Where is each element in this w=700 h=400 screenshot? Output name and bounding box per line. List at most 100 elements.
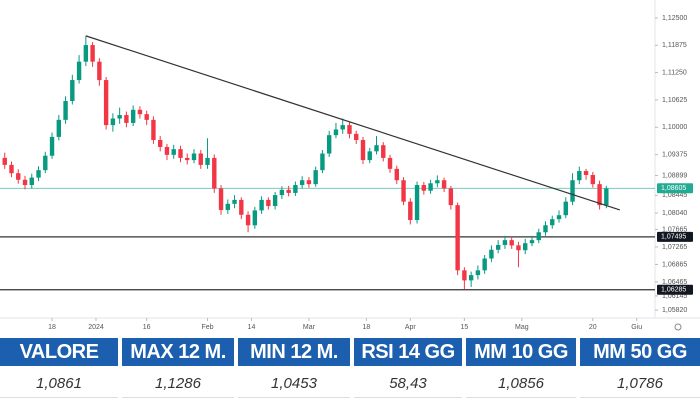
- y-tick-label: 1,09375: [662, 151, 687, 158]
- y-tick-label: 1,11250: [662, 69, 687, 76]
- candle-body: [468, 275, 474, 281]
- candle-body: [43, 155, 48, 171]
- x-tick-label: Mar: [303, 324, 316, 331]
- x-tick-label: 20: [589, 324, 597, 331]
- candle-body: [97, 61, 102, 81]
- header-cell: MAX 12 M.: [122, 338, 234, 366]
- header-cell: MM 10 GG: [466, 338, 576, 366]
- candle-body: [502, 240, 508, 245]
- candle-body: [408, 201, 413, 221]
- candle-body: [523, 243, 528, 251]
- y-tick-label: 1,06145: [662, 293, 687, 300]
- candle-body: [252, 210, 258, 226]
- candle-body: [374, 145, 379, 152]
- candle-body: [354, 133, 359, 140]
- candle-body: [529, 240, 535, 244]
- level-label: 1,06285: [661, 287, 686, 294]
- candle-body: [185, 157, 190, 161]
- header-cell: RSI 14 GG: [354, 338, 462, 366]
- candle-body: [293, 185, 298, 193]
- candle-body: [164, 146, 170, 155]
- candle-body: [178, 149, 183, 158]
- candle-body: [225, 203, 230, 210]
- candle-body: [158, 139, 163, 147]
- candle-body: [63, 101, 68, 120]
- candle-body: [56, 119, 62, 137]
- x-tick-label: Giu: [631, 324, 642, 331]
- candle-body: [110, 118, 116, 126]
- candle-body: [394, 168, 399, 181]
- candle-body: [2, 157, 7, 165]
- candle-body: [76, 61, 82, 81]
- value-cell: 1,0786: [580, 370, 700, 398]
- candle-body: [239, 199, 244, 215]
- candle-body: [83, 45, 89, 62]
- candle-body: [570, 180, 575, 202]
- last-price-label: 1,08605: [661, 185, 686, 192]
- candle-body: [590, 174, 596, 185]
- candle-body: [360, 139, 366, 161]
- stats-table: VALORE MAX 12 M. MIN 12 M. RSI 14 GG MM 10 G…: [0, 336, 700, 400]
- candle-body: [495, 244, 501, 250]
- candle-body: [387, 157, 393, 169]
- value-cell: 1,1286: [122, 370, 234, 398]
- candle-body: [550, 219, 555, 226]
- x-tick-label: 2024: [88, 324, 104, 331]
- last-price-tag: [657, 183, 693, 194]
- candle-body: [543, 225, 548, 233]
- y-tick-label: 1,12500: [662, 15, 687, 22]
- y-tick-label: 1,06865: [662, 261, 687, 268]
- candle-body: [455, 205, 460, 271]
- value-row: 1,0861 1,1286 1,0453 58,43 1,0856 1,0786: [0, 370, 700, 398]
- candle-body: [212, 157, 217, 189]
- candle-body: [313, 170, 318, 185]
- y-tick-label: 1,10625: [662, 97, 687, 104]
- candle-body: [29, 177, 34, 186]
- candle-body: [482, 258, 487, 271]
- candle-body: [286, 189, 291, 193]
- level-tag: [657, 231, 693, 242]
- candle-body: [577, 171, 582, 181]
- y-tick-label: 1,11875: [662, 42, 687, 49]
- candle-body: [16, 173, 21, 180]
- candle-body: [597, 184, 602, 206]
- candle-body: [347, 125, 352, 134]
- candle-body: [124, 115, 129, 123]
- candle-body: [151, 119, 156, 140]
- candle-body: [279, 189, 285, 196]
- candle-body: [22, 179, 28, 186]
- value-cell: 58,43: [354, 370, 462, 398]
- candle-body: [205, 157, 210, 165]
- candle-body: [9, 164, 14, 174]
- level-label: 1,07495: [661, 234, 686, 241]
- candle-body: [441, 180, 447, 189]
- candle-body: [401, 180, 406, 202]
- candle-body: [340, 125, 345, 130]
- candle-body: [421, 185, 427, 191]
- y-tick-label: 1,08899: [662, 172, 687, 179]
- candle-body: [509, 240, 514, 246]
- candle-body: [103, 80, 109, 126]
- candle-body: [536, 232, 541, 241]
- y-tick-label: 1,07665: [662, 226, 687, 233]
- candle-body: [583, 171, 589, 175]
- candle-body: [516, 245, 521, 251]
- candle-body: [299, 180, 305, 186]
- candle-body: [36, 170, 41, 178]
- candle-body: [130, 109, 136, 123]
- candle-body: [49, 136, 55, 156]
- candle-body: [191, 153, 197, 161]
- y-tick-label: 1,08040: [662, 210, 687, 217]
- candle-body: [489, 249, 494, 259]
- x-tick-label: 16: [143, 324, 151, 331]
- y-tick-label: 1,05820: [662, 307, 687, 314]
- candle-body: [266, 199, 271, 207]
- y-tick-label: 1,06465: [662, 279, 687, 286]
- x-tick-label: Feb: [201, 324, 213, 331]
- x-tick-label: Apr: [405, 324, 417, 331]
- trend-line: [85, 35, 621, 211]
- candle-body: [435, 180, 440, 184]
- candle-body: [171, 149, 176, 155]
- candle-body: [333, 129, 339, 136]
